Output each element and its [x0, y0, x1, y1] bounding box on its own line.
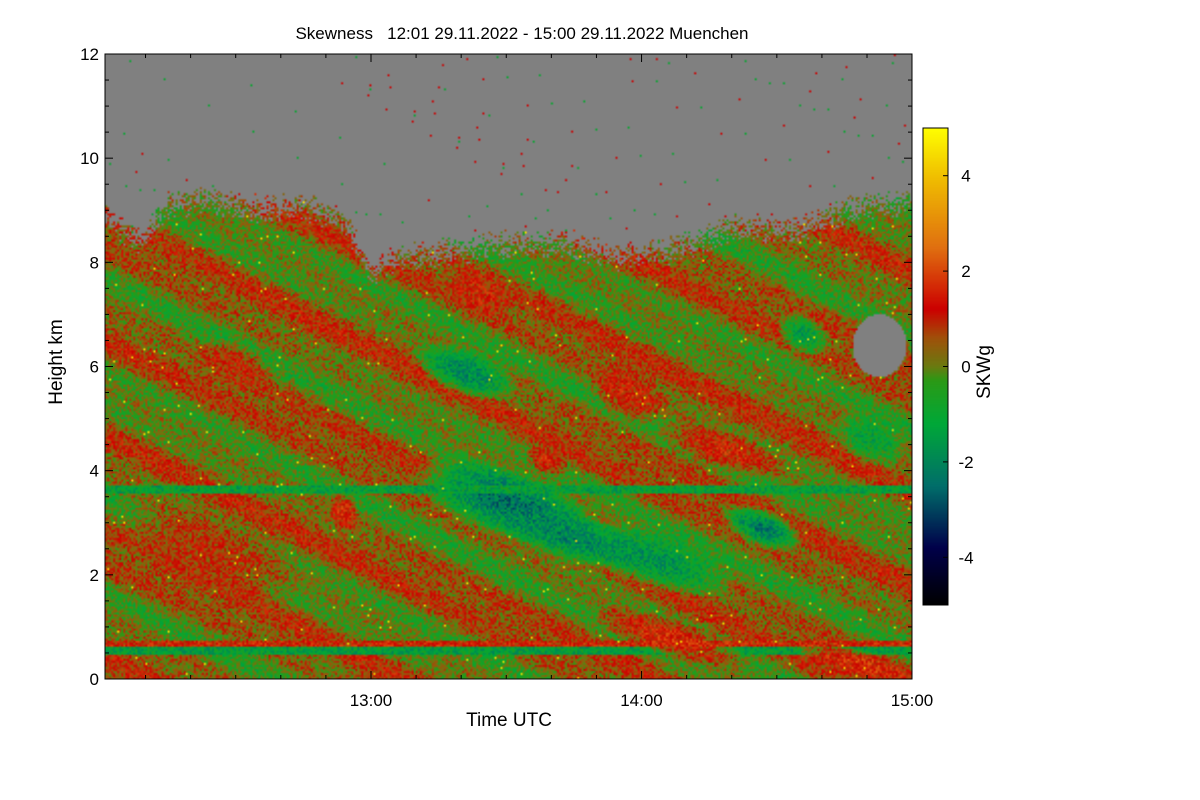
y-axis-label: Height km: [46, 319, 67, 405]
colorbar-tick-label: -4: [958, 548, 973, 567]
colorbar: -4 -2 0 2 4 SKWg: [922, 127, 995, 606]
colorbar-tick-label: 2: [961, 262, 970, 281]
colorbar-ticks: -4 -2 0 2 4: [943, 167, 974, 567]
plot-area: [104, 53, 913, 680]
y-tick-label: 12: [80, 45, 99, 64]
chart-title: Skewness 12:01 29.11.2022 - 15:00 29.11.…: [295, 24, 748, 43]
colorbar-label: SKWg: [974, 345, 995, 399]
skewness-heatmap: [105, 54, 912, 679]
y-tick-label: 10: [80, 149, 99, 168]
x-tick-label: 14:00: [620, 691, 663, 710]
colorbar-tick-label: 0: [961, 358, 970, 377]
y-tick-label: 0: [90, 670, 99, 689]
y-tick-label: 8: [90, 253, 99, 272]
x-tick-label: 13:00: [350, 691, 393, 710]
y-tick-label: 6: [90, 358, 99, 377]
colorbar-tick-label: 4: [961, 167, 970, 186]
y-tick-label: 2: [90, 566, 99, 585]
y-tick-label: 4: [90, 462, 99, 481]
x-tick-label: 15:00: [891, 691, 934, 710]
y-axis: 0 2 4 6 8 10 12: [80, 45, 912, 689]
colorbar-tick-label: -2: [958, 453, 973, 472]
x-axis: 13:00 14:00 15:00: [145, 54, 934, 710]
x-axis-label: Time UTC: [466, 710, 552, 731]
